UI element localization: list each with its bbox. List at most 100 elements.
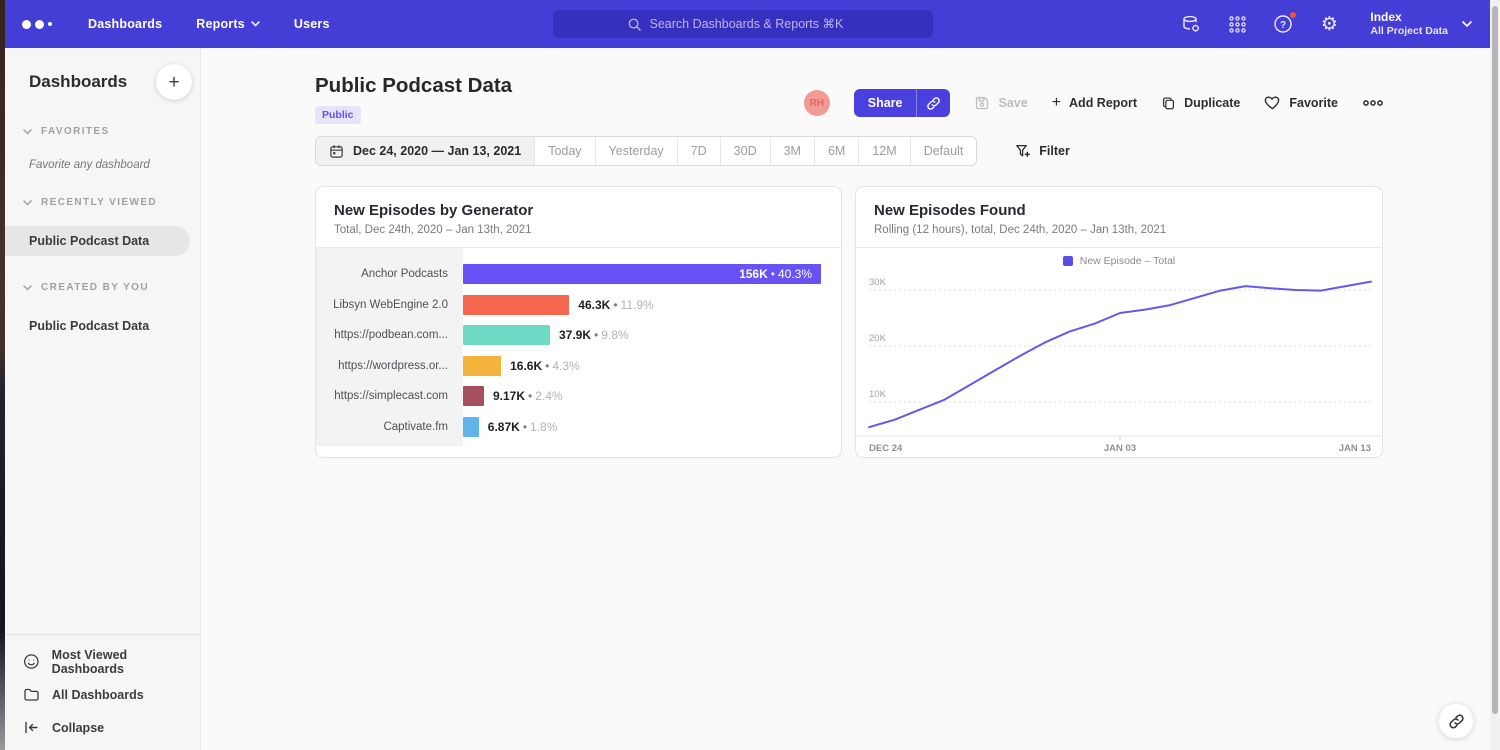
heart-icon [1264, 95, 1281, 111]
all-dashboards-button[interactable]: All Dashboards [5, 678, 200, 711]
page-scrollbar[interactable] [1490, 0, 1500, 750]
card-title: New Episodes by Generator [334, 202, 823, 219]
bar-segment[interactable] [463, 417, 479, 437]
window-edge-strip [0, 0, 5, 750]
preset-7d[interactable]: 7D [677, 137, 720, 165]
ellipsis-icon [1362, 99, 1384, 107]
preset-12m[interactable]: 12M [858, 137, 909, 165]
bar-value-label: 37.9K•9.8% [559, 328, 629, 342]
more-options-button[interactable] [1362, 99, 1384, 107]
favorites-empty-text: Favorite any dashboard [5, 159, 200, 171]
date-range-segmented-control: Dec 24, 2020 — Jan 13, 2021 TodayYesterd… [315, 136, 977, 166]
most-viewed-dashboards-button[interactable]: Most Viewed Dashboards [5, 645, 200, 678]
section-favorites[interactable]: FAVORITES [5, 126, 200, 137]
legend-swatch [1063, 256, 1073, 266]
nav-dashboards[interactable]: Dashboards [88, 17, 162, 31]
svg-text:?: ? [1280, 20, 1286, 31]
x-axis-tick: JAN 03 [1104, 443, 1136, 454]
sidebar-title: Dashboards [29, 72, 127, 92]
data-sources-icon[interactable] [1180, 13, 1202, 35]
bar-value-label: 46.3K•11.9% [578, 298, 653, 312]
folder-icon [23, 686, 40, 703]
share-split-button: Share [854, 89, 951, 117]
card-subtitle: Rolling (12 hours), total, Dec 24th, 202… [874, 224, 1364, 236]
nav-users[interactable]: Users [294, 17, 330, 31]
bar-segment[interactable] [463, 325, 550, 345]
bar-segment[interactable]: 156K•40.3% [463, 264, 821, 284]
bar-segment[interactable] [463, 356, 501, 376]
scrollbar-thumb[interactable] [1492, 6, 1498, 714]
preset-3m[interactable]: 3M [770, 137, 814, 165]
add-dashboard-button[interactable]: + [156, 64, 192, 100]
line-chart-plot[interactable]: 10K20K30KDEC 24JAN 03JAN 13 [856, 269, 1382, 457]
card-new-episodes-by-generator: New Episodes by Generator Total, Dec 24t… [315, 186, 842, 458]
apps-grid-icon[interactable] [1226, 13, 1248, 35]
search-input[interactable] [650, 17, 860, 31]
card-new-episodes-found: New Episodes Found Rolling (12 hours), t… [855, 186, 1383, 458]
section-created-by-you[interactable]: CREATED BY YOU [5, 282, 200, 293]
preset-6m[interactable]: 6M [814, 137, 858, 165]
bar-row: Libsyn WebEngine 2.0 46.3K•11.9% [316, 290, 841, 321]
help-icon[interactable]: ? [1272, 13, 1294, 35]
bar-row: Captivate.fm6.87K•1.8% [316, 412, 841, 443]
line-chart: New Episode – Total 10K20K30KDEC 24JAN 0… [856, 248, 1382, 457]
copy-link-button[interactable] [916, 89, 950, 117]
chevron-down-icon [23, 129, 32, 135]
bar-segment[interactable] [463, 295, 569, 315]
share-link-fab[interactable] [1438, 703, 1474, 739]
avatar[interactable]: RH [804, 90, 830, 116]
bar-row: https://simplecast.com9.17K•2.4% [316, 381, 841, 412]
y-axis-tick: 10K [869, 389, 887, 400]
calendar-icon [329, 144, 344, 159]
duplicate-button[interactable]: Duplicate [1161, 96, 1240, 111]
preset-30d[interactable]: 30D [720, 137, 770, 165]
save-button[interactable]: Save [974, 95, 1027, 111]
bar-category-label: Libsyn WebEngine 2.0 [316, 299, 463, 311]
preset-today[interactable]: Today [534, 137, 594, 165]
settings-gear-icon[interactable]: ⚙ [1318, 13, 1340, 35]
top-navbar: Dashboards Reports Users ? ⚙ Index [0, 0, 1500, 48]
chevron-down-icon [23, 200, 32, 206]
bar-value-label: 9.17K•2.4% [493, 389, 563, 403]
search-icon [627, 17, 642, 32]
preset-yesterday[interactable]: Yesterday [595, 137, 677, 165]
sidebar-footer: Most Viewed Dashboards All Dashboards Co… [5, 634, 200, 750]
y-axis-tick: 20K [869, 333, 887, 344]
share-button[interactable]: Share [854, 89, 917, 117]
mixpanel-logo-icon[interactable] [22, 20, 52, 29]
card-title: New Episodes Found [874, 202, 1364, 219]
save-icon [974, 95, 990, 111]
bar-value-label: 6.87K•1.8% [488, 420, 558, 434]
project-name: Index [1370, 10, 1448, 25]
global-search[interactable] [553, 10, 933, 38]
bar-segment[interactable] [463, 386, 484, 406]
chevron-down-icon [1462, 21, 1472, 28]
smiley-icon [23, 653, 40, 670]
line-series[interactable] [869, 282, 1371, 428]
bar-category-label: https://podbean.com... [316, 329, 463, 341]
bar-row: Anchor Podcasts156K•40.3% [316, 259, 841, 290]
date-range-button[interactable]: Dec 24, 2020 — Jan 13, 2021 [316, 137, 534, 165]
favorite-button[interactable]: Favorite [1264, 95, 1338, 111]
x-axis-tick: JAN 13 [1339, 443, 1371, 454]
project-switcher[interactable]: Index All Project Data [1370, 10, 1472, 38]
y-axis-tick: 30K [869, 277, 887, 288]
filter-button[interactable]: Filter [1015, 143, 1070, 159]
bar-category-label: https://wordpress.or... [316, 360, 463, 372]
page-title: Public Podcast Data [315, 74, 512, 98]
dashboard-actions: RH Share Save + Add Report Duplicate Fav… [804, 89, 1384, 117]
sidebar-item-public-podcast-data[interactable]: Public Podcast Data [5, 226, 190, 256]
nav-reports[interactable]: Reports [196, 17, 260, 31]
collapse-icon [23, 719, 40, 736]
public-badge: Public [315, 106, 361, 124]
bar-chart: Anchor Podcasts156K•40.3%Libsyn WebEngin… [316, 248, 841, 457]
duplicate-icon [1161, 96, 1176, 111]
legend-label: New Episode – Total [1080, 255, 1176, 267]
collapse-sidebar-button[interactable]: Collapse [5, 711, 200, 744]
bar-row: https://wordpress.or...16.6K•4.3% [316, 351, 841, 382]
preset-default[interactable]: Default [910, 137, 977, 165]
add-report-button[interactable]: + Add Report [1052, 95, 1137, 111]
sidebar-item-public-podcast-data-created[interactable]: Public Podcast Data [5, 311, 200, 341]
plus-icon: + [1052, 95, 1061, 111]
section-recently-viewed[interactable]: RECENTLY VIEWED [5, 197, 200, 208]
